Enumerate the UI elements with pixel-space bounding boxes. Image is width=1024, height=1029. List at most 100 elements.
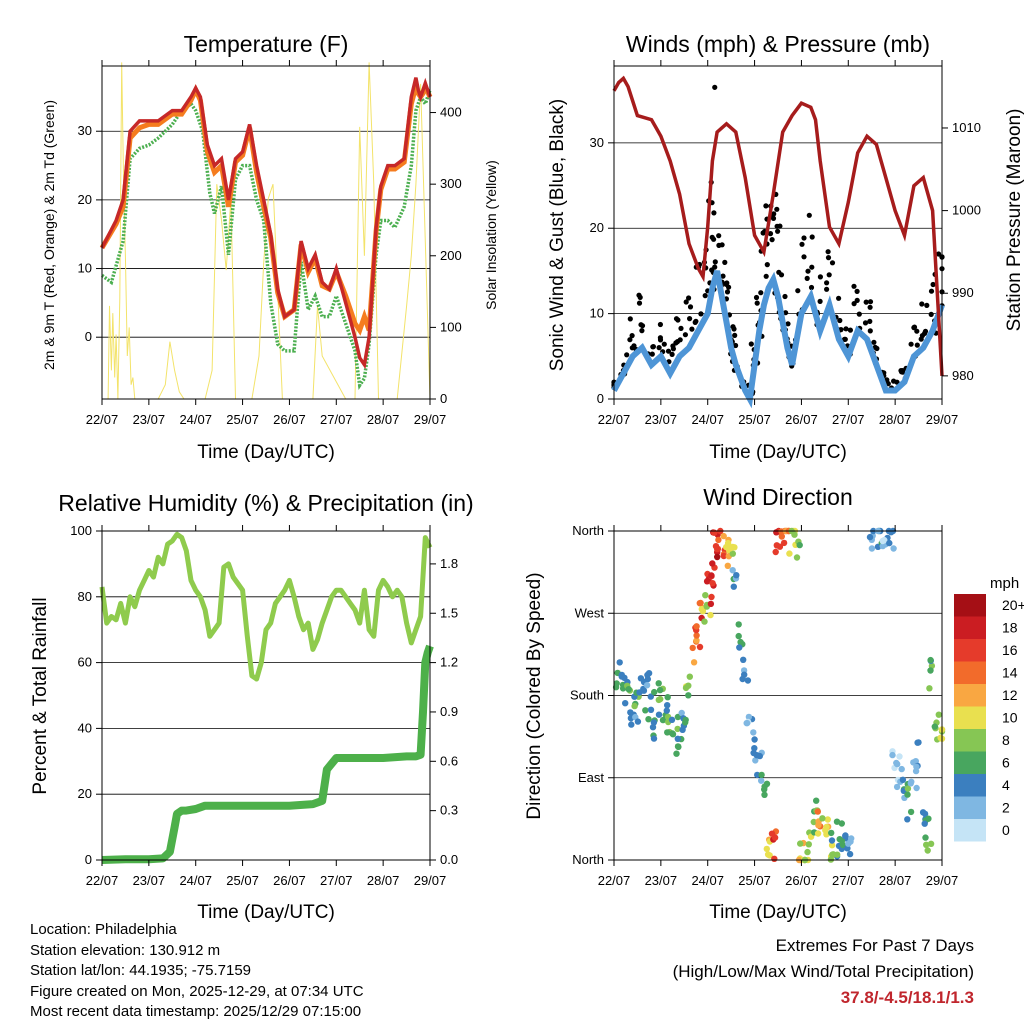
gust-point <box>843 326 849 332</box>
direction-point <box>824 816 831 823</box>
direction-point <box>740 656 747 663</box>
gust-point <box>767 231 774 237</box>
direction-point <box>709 560 716 567</box>
direction-point <box>712 543 720 550</box>
direction-point <box>689 644 696 652</box>
temperature-ylabel-left: 2m & 9m T (Red, Orange) & 2m Td (Green) <box>41 100 57 370</box>
direction-point <box>697 599 704 607</box>
gust-point <box>716 233 722 239</box>
gust-point <box>650 344 656 350</box>
gust-point <box>763 203 769 209</box>
temperature-xtick-label: 27/07 <box>320 412 353 427</box>
direction-point <box>866 533 874 541</box>
gust-point <box>867 299 874 305</box>
humidity-ylabel-left: Percent & Total Rainfall <box>30 597 51 794</box>
latest-timestamp: Most recent data timestamp: 2025/12/29 0… <box>30 1003 362 1020</box>
direction-point <box>686 673 693 680</box>
direction-point <box>904 816 911 823</box>
gust-point <box>638 322 644 328</box>
gust-point <box>809 264 815 270</box>
direction-point <box>616 659 623 666</box>
winds-series <box>611 75 945 409</box>
gust-point <box>851 301 857 307</box>
gust-point <box>856 311 862 317</box>
direction-point <box>814 808 821 815</box>
gust-point <box>661 341 667 347</box>
direction-point <box>664 694 671 701</box>
winds-title: Winds (mph) & Pressure (mb) <box>626 31 930 57</box>
direction-point <box>744 677 752 684</box>
gust-point <box>627 316 633 322</box>
direction-point <box>707 600 715 608</box>
temperature-ytick-right-label: 300 <box>440 176 462 191</box>
winds-ytick-label: 30 <box>590 135 604 150</box>
direction-point <box>848 835 855 842</box>
temperature-ytick-label: 20 <box>78 192 92 207</box>
gust-point <box>914 342 920 348</box>
colorbar-swatch <box>954 661 986 684</box>
direction-point <box>631 702 638 710</box>
direction-chart: Wind Direction Time (Day/UTC) Direction … <box>524 484 1024 923</box>
gust-point <box>817 274 824 280</box>
direction-point <box>887 529 895 536</box>
gust-point <box>854 297 860 303</box>
gust-point <box>829 260 836 266</box>
gust-point <box>806 212 812 218</box>
gust-point <box>637 294 643 300</box>
direction-point <box>810 818 817 826</box>
direction-point <box>741 671 748 678</box>
direction-point <box>701 618 708 625</box>
gust-point <box>824 280 830 286</box>
direction-point <box>720 532 727 540</box>
temperature-xtick-label: 28/07 <box>367 412 400 427</box>
gust-point <box>753 294 760 301</box>
direction-point <box>819 815 826 822</box>
direction-point <box>745 713 753 721</box>
gust-point <box>782 293 788 300</box>
humidity-xtick-label: 26/07 <box>273 873 306 888</box>
station-latlon: Station lat/lon: 44.1935; -75.7159 <box>30 962 252 979</box>
direction-point <box>708 593 715 601</box>
gust-point <box>919 333 926 339</box>
gust-point <box>778 272 785 278</box>
direction-point <box>889 751 896 759</box>
direction-point <box>758 777 765 784</box>
direction-point <box>763 780 771 787</box>
gust-point <box>885 381 891 387</box>
gust-point <box>924 302 930 308</box>
t2m-line <box>100 77 432 370</box>
gust-point <box>847 327 854 333</box>
colorbar-label: 12 <box>1002 687 1018 703</box>
colorbar-swatch <box>954 729 986 752</box>
direction-point <box>907 808 915 816</box>
gust-point <box>673 316 680 322</box>
humidity-ytick-right-label: 1.8 <box>440 556 458 571</box>
gust-point <box>678 325 684 331</box>
temperature-xlabel: Time (Day/UTC) <box>197 442 335 463</box>
humidity-xtick-label: 25/07 <box>226 873 259 888</box>
winds-xtick-label: 23/07 <box>645 412 678 427</box>
humidity-ytick-right-label: 0.3 <box>440 803 458 818</box>
station-info: Location: Philadelphia Station elevation… <box>30 920 364 1023</box>
humidity-ytick-right-label: 0.9 <box>440 704 458 719</box>
gust-point <box>826 272 832 278</box>
speed-colorbar: mph 20+ 18 16 14 12 10 8 6 4 2 0 <box>954 575 1024 842</box>
gust-point <box>795 288 801 294</box>
direction-point <box>768 830 776 837</box>
gust-point <box>771 211 777 217</box>
humidity-xtick-label: 24/07 <box>179 873 212 888</box>
direction-point <box>727 545 734 552</box>
direction-point <box>896 753 903 760</box>
winds-ytick-right-label: 1010 <box>952 120 981 135</box>
direction-point <box>645 716 652 723</box>
direction-point <box>839 841 847 849</box>
direction-point <box>924 847 931 854</box>
gust-point <box>785 321 791 327</box>
direction-point <box>651 688 658 696</box>
direction-point <box>761 791 768 798</box>
direction-point <box>655 696 662 704</box>
direction-point <box>724 539 732 547</box>
gust-point <box>871 339 877 345</box>
colorbar-label: 14 <box>1002 665 1018 681</box>
colorbar-swatch <box>954 774 986 797</box>
